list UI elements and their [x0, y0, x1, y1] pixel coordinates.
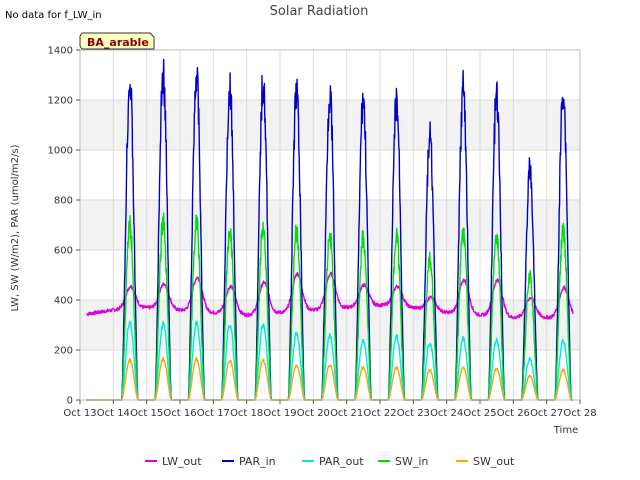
- series-layer: [86, 58, 574, 401]
- x-tick-label: Oct 17: [197, 408, 230, 419]
- site-badge: BA_arable: [79, 32, 155, 50]
- legend-label: SW_out: [473, 455, 515, 468]
- y-tick-label: 1000: [48, 146, 73, 157]
- series-line-lw-out: [86, 271, 574, 320]
- legend: LW_out PAR_in PAR_out SW_in SW_out: [145, 455, 515, 468]
- y-tick-label: 200: [54, 346, 73, 357]
- background-bands: [80, 100, 580, 350]
- x-tick-label: Oct 26: [497, 408, 530, 419]
- badge-box: [79, 32, 155, 50]
- x-tick-label: Oct 19: [263, 408, 296, 419]
- x-tick-label: Oct 18: [230, 408, 263, 419]
- x-tick-label: Oct 25: [463, 408, 496, 419]
- series-line-par-in: [86, 58, 574, 401]
- y-tick-label: 0: [67, 396, 73, 407]
- legend-label: LW_out: [162, 455, 202, 468]
- x-tick-label: Oct 28: [563, 408, 596, 419]
- x-tick-label: Oct 20: [297, 408, 330, 419]
- x-tick-label: Oct 15: [130, 408, 163, 419]
- x-tick-label: Oct 24: [430, 408, 463, 419]
- x-tick-label: Oct 21: [330, 408, 363, 419]
- series-line-sw-in: [86, 212, 574, 401]
- y-tick-label: 800: [54, 196, 73, 207]
- plot-frame: [79, 49, 581, 401]
- y-tick-label: 600: [54, 246, 73, 257]
- y-tick-label: 1200: [48, 96, 73, 107]
- chart-title: Solar Radiation: [270, 4, 369, 19]
- x-tick-label: Oct 16: [163, 408, 196, 419]
- series-line-par-out: [86, 320, 574, 401]
- x-tick-label: Oct 13: [63, 408, 96, 419]
- legend-label: SW_in: [395, 455, 428, 468]
- x-tick-label: Oct 22: [363, 408, 396, 419]
- x-tick-label: Oct 23: [397, 408, 430, 419]
- series-line-sw-out: [86, 356, 574, 401]
- y-axis: 0 200 400 600 800 1000 1200 1400: [48, 46, 80, 407]
- badge-label: BA_arable: [87, 36, 149, 49]
- y-axis-title: LW, SW (W/m2), PAR (umol/m2/s): [10, 144, 21, 311]
- x-axis-title: Time: [553, 425, 578, 436]
- x-tick-label: Oct 14: [97, 408, 130, 419]
- x-tick-label: Oct 27: [530, 408, 563, 419]
- no-data-note: No data for f_LW_in: [5, 10, 102, 21]
- legend-label: PAR_out: [319, 455, 364, 468]
- legend-label: PAR_in: [239, 455, 276, 468]
- y-tick-label: 400: [54, 296, 73, 307]
- y-tick-label: 1400: [48, 46, 73, 57]
- x-axis: Oct 13 Oct 14 Oct 15 Oct 16 Oct 17 Oct 18 Oct …: [63, 400, 597, 419]
